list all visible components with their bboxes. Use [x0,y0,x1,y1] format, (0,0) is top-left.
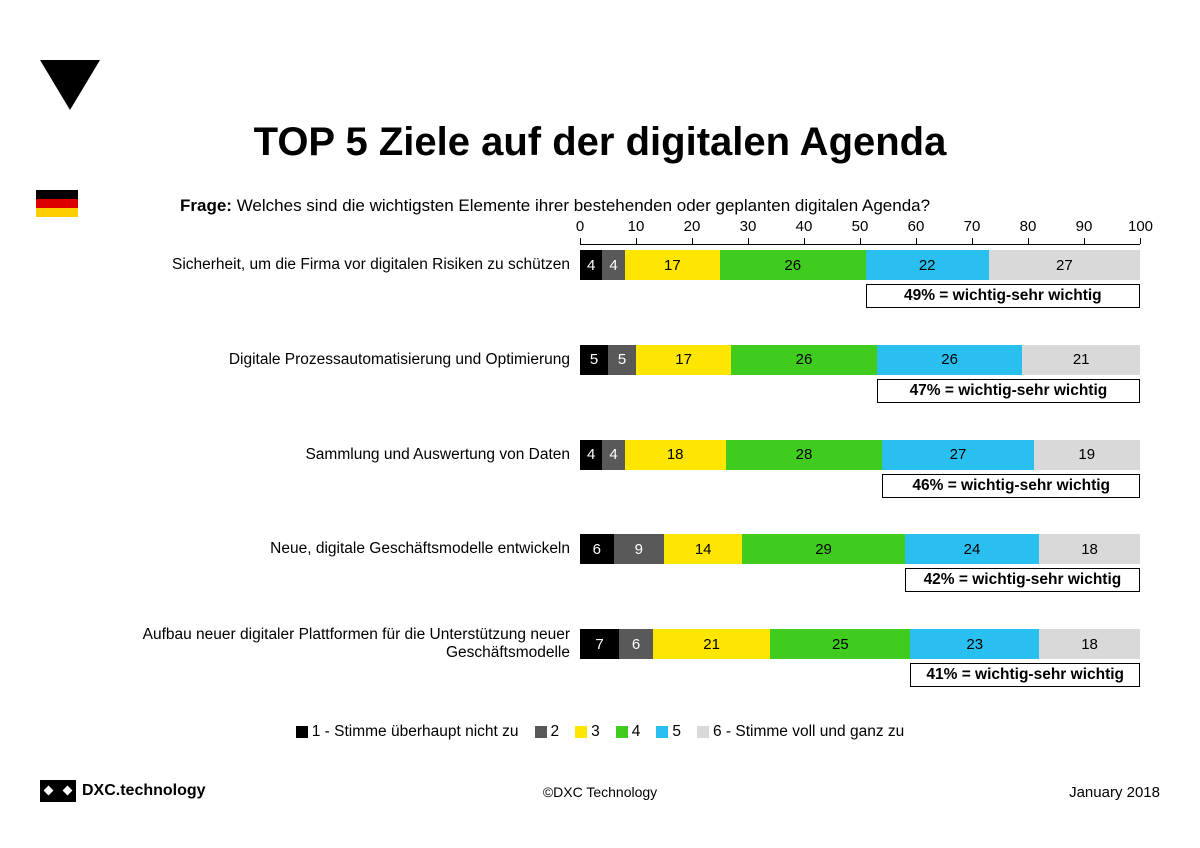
legend: 1 - Stimme überhaupt nicht zu 2 3 4 5 6 - Sti… [0,723,1200,743]
bar-segment: 5 [580,345,608,375]
page-title: TOP 5 Ziele auf der digitalen Agenda [0,120,1200,165]
legend-item: 2 [535,723,560,741]
question-line: Frage: Welches sind die wichtigsten Elem… [180,196,930,216]
x-tick-label: 30 [736,218,760,235]
bar-callout: 41% = wichtig-sehr wichtig [910,663,1140,687]
x-tick-label: 80 [1016,218,1040,235]
bar-segment: 9 [614,534,664,564]
slide: TOP 5 Ziele auf der digitalen Agenda Fra… [0,0,1200,848]
x-tick-label: 20 [680,218,704,235]
bar-segment: 5 [608,345,636,375]
bar-segment: 24 [905,534,1039,564]
bar-segment: 22 [866,250,989,280]
bar-segment: 18 [1039,629,1140,659]
x-tick-label: 10 [624,218,648,235]
footer: DXC.technology ©DXC Technology January 2… [40,784,1160,808]
x-tick-label: 0 [568,218,592,235]
footer-date: January 2018 [1069,784,1160,801]
bar-segment: 26 [877,345,1023,375]
legend-item: 5 [656,723,681,741]
bar-segment: 6 [619,629,653,659]
legend-swatch-icon [697,726,709,738]
bar-segment: 21 [653,629,771,659]
bar-row-label: Digitale Prozessautomatisierung und Opti… [80,345,570,375]
legend-label: 5 [672,723,681,741]
flag-stripe [36,199,78,208]
bar-segment: 4 [580,250,602,280]
legend-label: 4 [632,723,641,741]
stacked-bar: 7621252318 [580,629,1140,659]
x-tick-label: 100 [1128,218,1152,235]
legend-swatch-icon [616,726,628,738]
legend-label: 2 [551,723,560,741]
x-tick-label: 50 [848,218,872,235]
legend-label: 3 [591,723,600,741]
bar-callout: 42% = wichtig-sehr wichtig [905,568,1140,592]
bar-segment: 17 [625,250,720,280]
brand-triangle-icon [40,60,100,110]
bar-segment: 18 [625,440,726,470]
legend-label: 6 - Stimme voll und ganz zu [713,723,904,741]
bar-callout: 46% = wichtig-sehr wichtig [882,474,1140,498]
bar-row: Sicherheit, um die Firma vor digitalen R… [580,244,1140,339]
bar-segment: 4 [602,440,624,470]
germany-flag-icon [36,190,78,217]
bar-row-label: Neue, digitale Geschäftsmodelle entwicke… [80,534,570,564]
bar-segment: 4 [602,250,624,280]
bar-segment: 27 [989,250,1140,280]
bar-row-label: Sammlung und Auswertung von Daten [80,440,570,470]
flag-stripe [36,208,78,217]
bar-row: Sammlung und Auswertung von Daten4418282… [580,434,1140,529]
bar-callout: 47% = wichtig-sehr wichtig [877,379,1140,403]
bar-row: Digitale Prozessautomatisierung und Opti… [580,339,1140,434]
question-lead: Frage: [180,196,232,215]
bar-callout: 49% = wichtig-sehr wichtig [866,284,1140,308]
stacked-bar: 4417262227 [580,250,1140,280]
legend-label: 1 - Stimme überhaupt nicht zu [312,723,519,741]
bar-row: Neue, digitale Geschäftsmodelle entwicke… [580,528,1140,623]
stacked-bar: 6914292418 [580,534,1140,564]
bar-row: Aufbau neuer digitaler Plattformen für d… [580,623,1140,718]
bar-segment: 27 [882,440,1033,470]
chart: 0 10 20 30 40 50 60 70 80 90 100 Sicherheit, um di… [80,220,1170,718]
bar-rows: Sicherheit, um die Firma vor digitalen R… [580,244,1140,718]
question-text: Welches sind die wichtigsten Elemente ih… [232,196,930,215]
copyright-text: ©DXC Technology [40,784,1160,800]
bar-row-label: Aufbau neuer digitaler Plattformen für d… [80,629,570,659]
legend-item: 1 - Stimme überhaupt nicht zu [296,723,519,741]
bar-segment: 21 [1022,345,1140,375]
plot-area: 0102030405060708090100 Sicherheit, um di… [580,220,1140,718]
bar-segment: 28 [726,440,883,470]
legend-swatch-icon [535,726,547,738]
bar-segment: 23 [910,629,1039,659]
legend-item: 3 [575,723,600,741]
x-tick-label: 70 [960,218,984,235]
x-tick-label: 60 [904,218,928,235]
legend-item: 4 [616,723,641,741]
bar-segment: 26 [731,345,877,375]
bar-segment: 29 [742,534,904,564]
stacked-bar: 5517262621 [580,345,1140,375]
x-axis: 0102030405060708090100 [580,220,1140,244]
bar-segment: 17 [636,345,731,375]
bar-segment: 4 [580,440,602,470]
bar-segment: 18 [1039,534,1140,564]
bar-segment: 19 [1034,440,1140,470]
bar-segment: 14 [664,534,742,564]
legend-item: 6 - Stimme voll und ganz zu [697,723,904,741]
legend-swatch-icon [575,726,587,738]
flag-stripe [36,190,78,199]
stacked-bar: 4418282719 [580,440,1140,470]
x-tick-label: 40 [792,218,816,235]
x-tick-label: 90 [1072,218,1096,235]
bar-segment: 7 [580,629,619,659]
legend-swatch-icon [656,726,668,738]
bar-row-label: Sicherheit, um die Firma vor digitalen R… [80,250,570,280]
legend-swatch-icon [296,726,308,738]
bar-segment: 25 [770,629,910,659]
bar-segment: 26 [720,250,866,280]
bar-segment: 6 [580,534,614,564]
